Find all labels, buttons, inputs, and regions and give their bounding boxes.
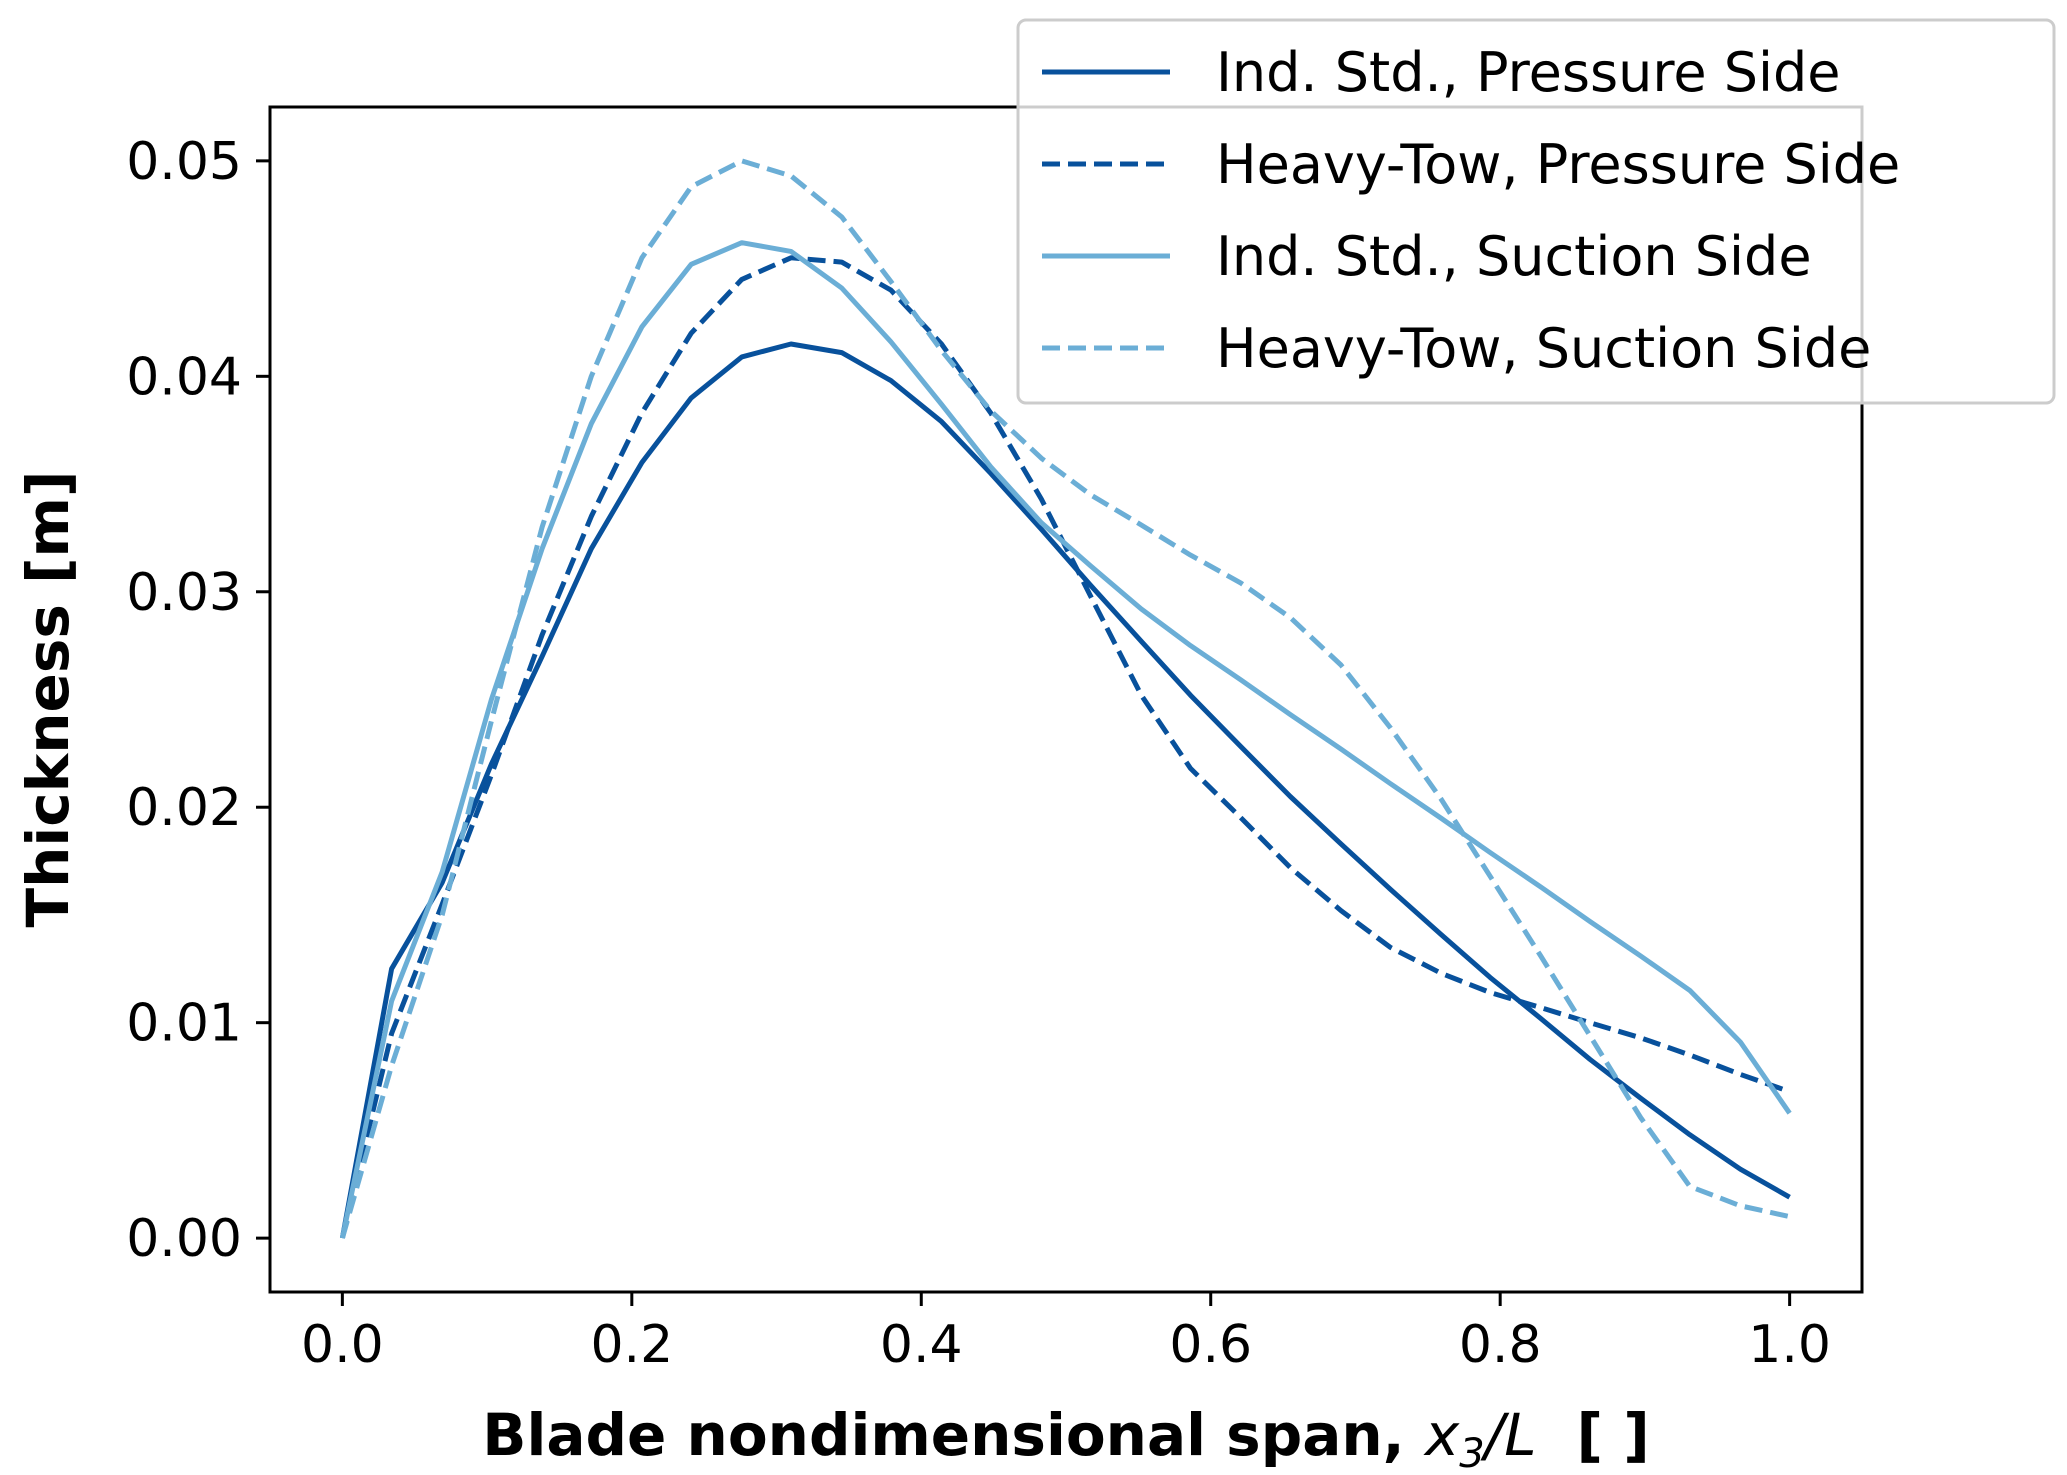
legend: Ind. Std., Pressure Side Heavy-Tow, Press…: [1016, 18, 2056, 405]
y-tick-label: 0.05: [126, 132, 242, 192]
x-axis-title-var: x: [1423, 1401, 1460, 1469]
x-tick-label: 0.6: [1169, 1315, 1252, 1375]
legend-box: [1016, 18, 2056, 405]
legend-label-2: Heavy-Tow, Pressure Side: [1216, 133, 1900, 196]
series-line-1: [339, 341, 1791, 1239]
series-layer: [339, 158, 1792, 1239]
legend-label-4: Heavy-Tow, Suction Side: [1216, 317, 1871, 380]
x-axis-title-sub: 3: [1459, 1431, 1484, 1475]
legend-label-3: Ind. Std., Suction Side: [1216, 225, 1812, 288]
y-axis-title: Thickness [m]: [14, 470, 82, 927]
y-tick-label: 0.02: [126, 778, 242, 838]
x-axis-title: Blade nondimensional span, x3/L [ ]: [482, 1401, 1649, 1475]
series-line-3: [339, 240, 1792, 1239]
x-axis-title-main: Blade nondimensional span,: [482, 1401, 1425, 1469]
x-axis-ticks: 0.0 0.2 0.4 0.6 0.8 1.0: [301, 1292, 1831, 1375]
y-axis-ticks: 0.00 0.01 0.02 0.03 0.04 0.05: [126, 132, 270, 1269]
x-tick-label: 0.8: [1459, 1315, 1542, 1375]
legend-label-1: Ind. Std., Pressure Side: [1216, 41, 1841, 104]
y-tick-label: 0.03: [126, 563, 242, 623]
y-tick-label: 0.01: [126, 994, 242, 1054]
x-tick-label: 0.2: [590, 1315, 673, 1375]
x-tick-label: 0.4: [880, 1315, 963, 1375]
legend-entries: Ind. Std., Pressure Side Heavy-Tow, Press…: [1042, 41, 1900, 380]
series-line-4: [339, 158, 1791, 1239]
x-tick-label: 0.0: [301, 1315, 384, 1375]
x-axis-title-var2: /L: [1480, 1401, 1537, 1469]
x-axis-title-unit: [ ]: [1577, 1401, 1650, 1469]
y-tick-label: 0.00: [126, 1209, 242, 1269]
y-tick-label: 0.04: [126, 347, 242, 407]
x-tick-label: 1.0: [1748, 1315, 1831, 1375]
